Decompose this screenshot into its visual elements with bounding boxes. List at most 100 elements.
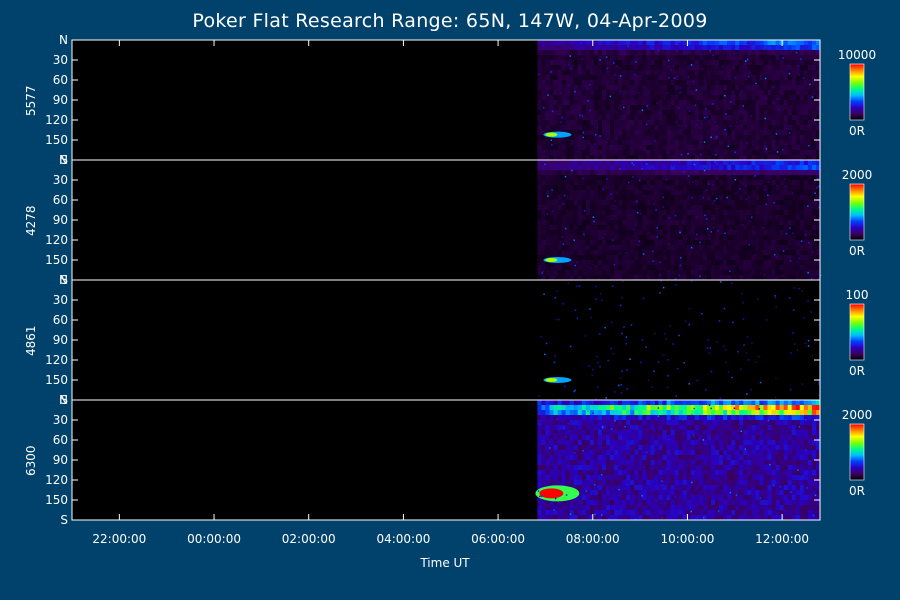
heatmap-cell <box>577 405 583 411</box>
heatmap-cell <box>771 95 776 101</box>
heatmap-cell <box>557 105 563 111</box>
noise-speckle <box>813 218 816 220</box>
heatmap-cell <box>779 85 785 91</box>
heatmap-cell <box>779 80 785 86</box>
heatmap-cell <box>634 435 639 441</box>
heatmap-cell <box>803 135 809 141</box>
heatmap-cell <box>638 250 643 256</box>
heatmap-cell <box>795 225 801 231</box>
heatmap-cell <box>787 60 793 66</box>
heatmap-cell <box>662 155 667 161</box>
heatmap-cell <box>630 75 635 81</box>
heatmap-cell <box>690 270 696 276</box>
heatmap-cell <box>602 105 607 111</box>
heatmap-cell <box>727 70 732 76</box>
heatmap-cell <box>799 185 805 191</box>
heatmap-cell <box>731 225 736 231</box>
heatmap-cell <box>686 510 692 516</box>
noise-speckle <box>589 143 591 145</box>
heatmap-cell <box>690 135 696 141</box>
heatmap-cell <box>698 240 704 246</box>
heatmap-cell <box>682 510 688 516</box>
heatmap-cell <box>553 165 558 171</box>
heatmap-cell <box>597 220 603 226</box>
heatmap-cell <box>682 155 688 161</box>
heatmap-cell <box>731 125 736 131</box>
heatmap-cell <box>803 50 809 56</box>
heatmap-cell <box>565 400 571 406</box>
heatmap-cell <box>759 250 764 256</box>
heatmap-cell <box>650 145 655 151</box>
heatmap-cell <box>751 90 756 96</box>
heatmap-cell <box>569 105 575 111</box>
heatmap-cell <box>602 415 607 421</box>
heatmap-cell <box>581 265 587 271</box>
heatmap-cell <box>759 230 764 236</box>
heatmap-cell <box>646 215 651 221</box>
heatmap-cell <box>642 180 647 186</box>
heatmap-cell <box>775 220 781 226</box>
heatmap-cell <box>606 235 611 241</box>
heatmap-cell <box>694 505 700 511</box>
heatmap-cell <box>537 125 542 131</box>
heatmap-cell <box>751 125 756 131</box>
heatmap-cell <box>690 170 696 176</box>
heatmap-cell <box>577 225 583 231</box>
heatmap-cell <box>803 260 809 266</box>
noise-speckle <box>675 284 677 286</box>
heatmap-cell <box>614 265 619 271</box>
heatmap-cell <box>670 40 676 46</box>
heatmap-cell <box>799 70 805 76</box>
heatmap-cell <box>715 95 720 101</box>
heatmap-cell <box>787 145 793 151</box>
heatmap-cell <box>690 145 696 151</box>
heatmap-cell <box>706 145 712 151</box>
heatmap-cell <box>642 445 647 451</box>
heatmap-cell <box>666 130 672 136</box>
heatmap-cell <box>650 150 655 156</box>
heatmap-cell <box>597 500 603 506</box>
heatmap-cell <box>593 65 599 71</box>
heatmap-cell <box>670 405 676 411</box>
heatmap-cell <box>783 80 789 86</box>
heatmap-cell <box>662 185 667 191</box>
heatmap-cell <box>715 460 720 466</box>
heatmap-cell <box>589 275 595 281</box>
heatmap-cell <box>747 175 752 181</box>
heatmap-cell <box>767 225 772 231</box>
heatmap-cell <box>751 50 756 56</box>
heatmap-cell <box>606 250 611 256</box>
heatmap-cell <box>614 480 619 486</box>
heatmap-cell <box>614 145 619 151</box>
heatmap-cell <box>690 235 696 241</box>
heatmap-cell <box>606 415 611 421</box>
heatmap-cell <box>698 195 704 201</box>
heatmap-cell <box>597 470 603 476</box>
heatmap-cell <box>698 500 704 506</box>
heatmap-cell <box>731 155 736 161</box>
heatmap-cell <box>622 80 627 86</box>
heatmap-cell <box>642 195 647 201</box>
heatmap-cell <box>650 155 655 161</box>
heatmap-cell <box>573 475 579 481</box>
heatmap-cell <box>767 195 772 201</box>
heatmap-cell <box>630 55 635 61</box>
noise-speckle <box>733 173 735 175</box>
heatmap-cell <box>807 150 813 156</box>
noise-speckle <box>712 226 715 229</box>
heatmap-cell <box>606 260 611 266</box>
heatmap-cell <box>723 480 728 486</box>
heatmap-cell <box>557 75 563 81</box>
heatmap-cell <box>787 105 793 111</box>
heatmap-cell <box>706 420 712 426</box>
heatmap-cell <box>711 510 716 516</box>
heatmap-cell <box>711 130 716 136</box>
heatmap-cell <box>597 195 603 201</box>
heatmap-cell <box>654 505 659 511</box>
heatmap-cell <box>690 165 696 171</box>
heatmap-cell <box>711 170 716 176</box>
heatmap-cell <box>719 210 724 216</box>
heatmap-cell <box>686 415 692 421</box>
heatmap-cell <box>610 405 615 411</box>
heatmap-cell <box>803 75 809 81</box>
